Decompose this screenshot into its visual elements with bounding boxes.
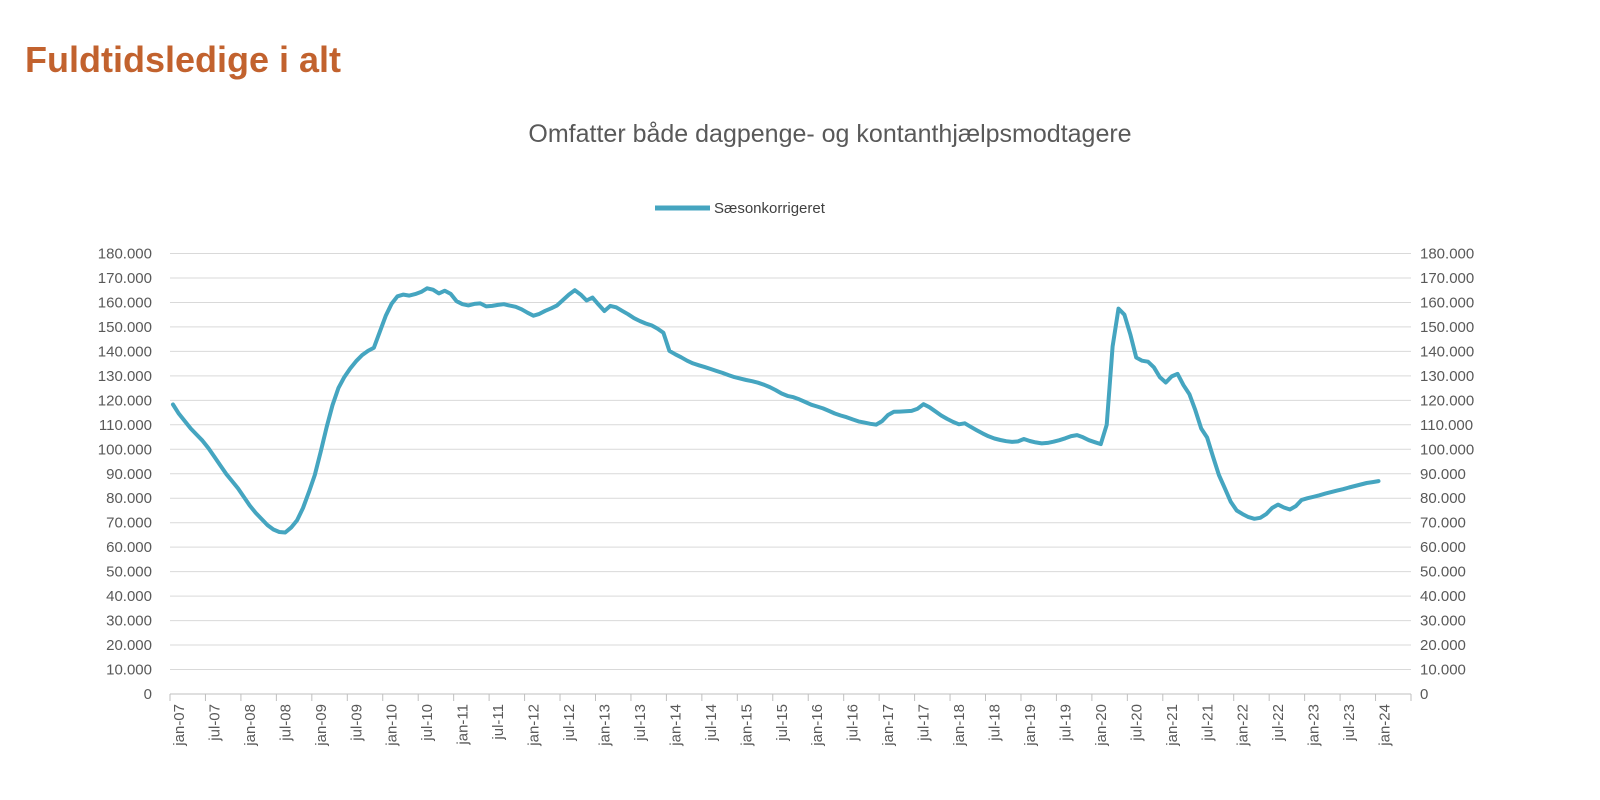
y-tick-label-right: 30.000 — [1420, 613, 1466, 630]
y-tick-label-left: 60.000 — [106, 539, 152, 556]
y-tick-label-right: 140.000 — [1420, 343, 1474, 360]
x-tick-label: jan-12 — [526, 704, 543, 747]
y-tick-label-right: 150.000 — [1420, 319, 1474, 336]
y-tick-label-left: 140.000 — [98, 343, 152, 360]
x-tick-label: jan-08 — [242, 704, 259, 747]
x-tick-label: jan-22 — [1235, 704, 1252, 747]
y-tick-label-left: 90.000 — [106, 466, 152, 483]
x-tick-label: jul-18 — [987, 704, 1004, 742]
y-tick-label-right: 40.000 — [1420, 588, 1466, 605]
chart-legend: Sæsonkorrigeret — [655, 200, 826, 217]
x-tick-label: jul-11 — [490, 704, 507, 741]
x-tick-label: jan-24 — [1377, 704, 1394, 747]
x-tick-label: jul-07 — [206, 704, 223, 742]
y-tick-label-left: 180.000 — [98, 246, 152, 263]
chart-subtitle: Omfatter både dagpenge- og kontanthjælps… — [528, 120, 1131, 148]
y-tick-label-right: 80.000 — [1420, 490, 1466, 507]
x-tick-label: jul-09 — [348, 704, 365, 742]
x-tick-label: jul-12 — [561, 704, 578, 742]
x-tick-label: jan-07 — [171, 704, 188, 747]
x-tick-label: jan-14 — [667, 704, 684, 747]
y-tick-label-left: 150.000 — [98, 319, 152, 336]
y-axis-labels-right: 0 10.000 20.000 30.000 40.000 50.000 60.000 70.… — [1420, 246, 1474, 704]
y-tick-label-left: 40.000 — [106, 588, 152, 605]
y-tick-label-left: 20.000 — [106, 637, 152, 654]
x-tick-label: jan-09 — [313, 704, 330, 747]
y-tick-label-left: 160.000 — [98, 294, 152, 311]
y-tick-label-left: 30.000 — [106, 613, 152, 630]
y-tick-label-right: 70.000 — [1420, 515, 1466, 532]
y-tick-label-left: 130.000 — [98, 368, 152, 385]
x-tick-label: jul-16 — [845, 704, 862, 742]
x-tick-label: jan-17 — [880, 704, 897, 747]
y-tick-label-right: 0 — [1420, 686, 1428, 703]
y-tick-label-right: 180.000 — [1420, 246, 1474, 263]
y-tick-label-left: 50.000 — [106, 564, 152, 581]
x-axis-labels: jan-07 jul-07 jan-08 jul-08 jan-09 jul-09 jan-… — [171, 704, 1394, 747]
x-tick-label: jul-13 — [632, 704, 649, 742]
y-tick-label-left: 80.000 — [106, 490, 152, 507]
x-tick-label: jan-18 — [951, 704, 968, 747]
x-tick-label: jul-20 — [1128, 704, 1145, 742]
horizontal-gridlines — [170, 253, 1411, 671]
y-axis-labels-left: 0 10.000 20.000 30.000 40.000 50.000 60.000 70.… — [98, 246, 152, 704]
x-tick-label: jan-16 — [809, 704, 826, 747]
y-tick-label-right: 120.000 — [1420, 392, 1474, 409]
y-tick-label-right: 160.000 — [1420, 294, 1474, 311]
y-tick-label-right: 90.000 — [1420, 466, 1466, 483]
x-tick-label: jul-10 — [419, 704, 436, 742]
y-tick-label-right: 110.000 — [1420, 417, 1473, 434]
x-tick-label: jul-21 — [1199, 704, 1216, 742]
y-tick-label-right: 170.000 — [1420, 270, 1474, 287]
y-tick-label-right: 50.000 — [1420, 564, 1466, 581]
x-tick-label: jul-22 — [1270, 704, 1287, 742]
x-tick-label: jul-17 — [916, 704, 933, 742]
y-tick-label-left: 70.000 — [106, 515, 152, 532]
x-tick-label: jan-20 — [1093, 704, 1110, 747]
y-tick-label-right: 20.000 — [1420, 637, 1466, 654]
y-tick-label-right: 130.000 — [1420, 368, 1474, 385]
x-tick-label: jul-23 — [1341, 704, 1358, 742]
y-tick-label-left: 170.000 — [98, 270, 152, 287]
x-tick-label: jan-21 — [1164, 704, 1181, 747]
x-tick-label: jul-08 — [277, 704, 294, 742]
page-title: Fuldtidsledige i alt — [25, 39, 341, 80]
x-tick-label: jan-13 — [596, 704, 613, 747]
x-tick-label: jan-19 — [1022, 704, 1039, 747]
y-tick-label-left: 0 — [144, 686, 152, 703]
y-tick-label-left: 10.000 — [106, 662, 152, 679]
y-tick-label-left: 110.000 — [99, 417, 152, 434]
x-tick-label: jul-19 — [1057, 704, 1074, 742]
x-tick-label: jan-10 — [384, 704, 401, 747]
y-tick-label-right: 10.000 — [1420, 662, 1466, 679]
y-tick-label-right: 60.000 — [1420, 539, 1466, 556]
x-tick-label: jan-11 — [455, 704, 472, 746]
x-tick-label: jul-15 — [774, 704, 791, 742]
y-tick-label-left: 120.000 — [98, 392, 152, 409]
data-series — [171, 286, 1381, 535]
y-tick-label-left: 100.000 — [98, 441, 152, 458]
legend-series-label: Sæsonkorrigeret — [714, 200, 826, 217]
x-axis — [169, 693, 1412, 701]
y-tick-label-right: 100.000 — [1420, 441, 1474, 458]
x-tick-label: jan-23 — [1306, 704, 1323, 747]
x-tick-label: jul-14 — [703, 704, 720, 742]
x-tick-label: jan-15 — [738, 704, 755, 747]
series-line-sæsonkorrigeret — [171, 286, 1381, 535]
